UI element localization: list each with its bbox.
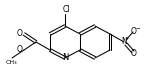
Text: O: O <box>131 26 137 36</box>
Text: O: O <box>17 46 23 55</box>
Text: −: − <box>136 26 140 31</box>
Text: +: + <box>125 36 129 41</box>
Text: CH₃: CH₃ <box>5 60 17 65</box>
Text: O: O <box>131 48 137 57</box>
Text: Cl: Cl <box>62 5 70 15</box>
Text: N: N <box>121 37 127 46</box>
Text: N: N <box>62 53 68 62</box>
Text: O: O <box>17 30 23 39</box>
